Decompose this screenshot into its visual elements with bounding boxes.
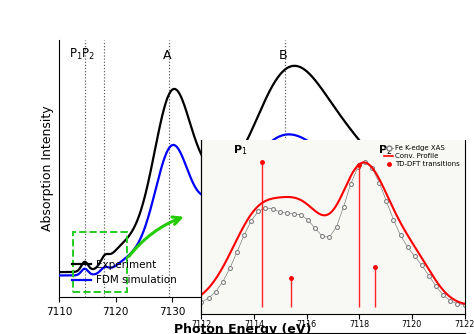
Fe K-edge XAS: [433, 284, 439, 288]
Fe K-edge XAS: [263, 206, 268, 210]
Fe K-edge XAS: [405, 245, 410, 249]
Text: P$_1$P$_2$: P$_1$P$_2$: [69, 46, 95, 61]
Fe K-edge XAS: [462, 303, 467, 307]
FancyArrowPatch shape: [129, 217, 181, 257]
Fe K-edge XAS: [227, 266, 233, 270]
FDM simulation: [346, 175, 352, 179]
FDM simulation: [424, 245, 429, 249]
Experiment: [235, 154, 241, 158]
Fe K-edge XAS: [270, 207, 275, 211]
Fe K-edge XAS: [348, 182, 354, 186]
Fe K-edge XAS: [412, 254, 418, 258]
Conv. Profile: [284, 195, 290, 199]
Experiment: [225, 164, 231, 168]
Conv. Profile: [389, 204, 395, 208]
Fe K-edge XAS: [447, 299, 453, 303]
Fe K-edge XAS: [199, 300, 204, 304]
Fe K-edge XAS: [334, 225, 339, 229]
Legend: Fe K-edge XAS, Conv. Profile, TD-DFT transitions: Fe K-edge XAS, Conv. Profile, TD-DFT tra…: [383, 144, 461, 169]
Conv. Profile: [365, 162, 371, 166]
Conv. Profile: [199, 293, 204, 297]
Fe K-edge XAS: [419, 264, 425, 268]
Fe K-edge XAS: [213, 290, 219, 294]
Fe K-edge XAS: [241, 233, 247, 237]
Fe K-edge XAS: [383, 199, 389, 203]
Line: Experiment: Experiment: [59, 66, 427, 272]
Text: P$_1$: P$_1$: [233, 143, 247, 157]
FDM simulation: [235, 181, 241, 185]
Conv. Profile: [391, 206, 396, 210]
Y-axis label: Absorption Intensity: Absorption Intensity: [41, 106, 54, 231]
Text: A: A: [163, 48, 171, 61]
Experiment: [75, 269, 81, 273]
Conv. Profile: [303, 201, 309, 205]
Fe K-edge XAS: [319, 234, 325, 238]
Fe K-edge XAS: [398, 233, 403, 237]
Experiment: [424, 219, 429, 223]
Experiment: [292, 64, 297, 68]
Experiment: [346, 125, 352, 129]
Fe K-edge XAS: [305, 218, 311, 222]
Fe K-edge XAS: [206, 296, 211, 300]
Fe K-edge XAS: [234, 250, 240, 254]
FDM simulation: [75, 273, 81, 277]
Fe K-edge XAS: [341, 204, 346, 208]
Experiment: [413, 209, 419, 213]
Line: FDM simulation: FDM simulation: [59, 134, 427, 276]
Fe K-edge XAS: [391, 217, 396, 221]
Fe K-edge XAS: [455, 302, 460, 306]
Fe K-edge XAS: [277, 210, 283, 214]
Fe K-edge XAS: [291, 212, 297, 216]
X-axis label: Photon Energy (eV): Photon Energy (eV): [174, 323, 311, 334]
Line: Fe K-edge XAS: Fe K-edge XAS: [200, 160, 466, 307]
Fe K-edge XAS: [369, 166, 375, 170]
Fe K-edge XAS: [376, 180, 382, 184]
Fe K-edge XAS: [327, 235, 332, 239]
Experiment: [413, 209, 419, 213]
Fe K-edge XAS: [440, 293, 446, 297]
Fe K-edge XAS: [248, 219, 254, 223]
Fe K-edge XAS: [312, 226, 318, 230]
Fe K-edge XAS: [220, 280, 226, 284]
FDM simulation: [413, 240, 419, 244]
Fe K-edge XAS: [298, 213, 304, 217]
FDM simulation: [286, 132, 292, 136]
Fe K-edge XAS: [355, 165, 361, 169]
Legend: Experiment, FDM simulation: Experiment, FDM simulation: [68, 256, 181, 290]
Conv. Profile: [462, 302, 467, 306]
FDM simulation: [225, 189, 231, 193]
Conv. Profile: [230, 245, 236, 249]
Fe K-edge XAS: [255, 209, 261, 213]
FDM simulation: [56, 274, 62, 278]
Fe K-edge XAS: [362, 160, 368, 164]
Conv. Profile: [361, 160, 366, 164]
Bar: [73, 232, 127, 292]
FDM simulation: [413, 240, 419, 244]
Experiment: [56, 270, 62, 274]
Fe K-edge XAS: [284, 211, 290, 215]
Fe K-edge XAS: [426, 274, 432, 278]
Text: P$_2$: P$_2$: [378, 143, 392, 157]
Line: Conv. Profile: Conv. Profile: [201, 162, 465, 304]
Text: B: B: [279, 48, 287, 61]
